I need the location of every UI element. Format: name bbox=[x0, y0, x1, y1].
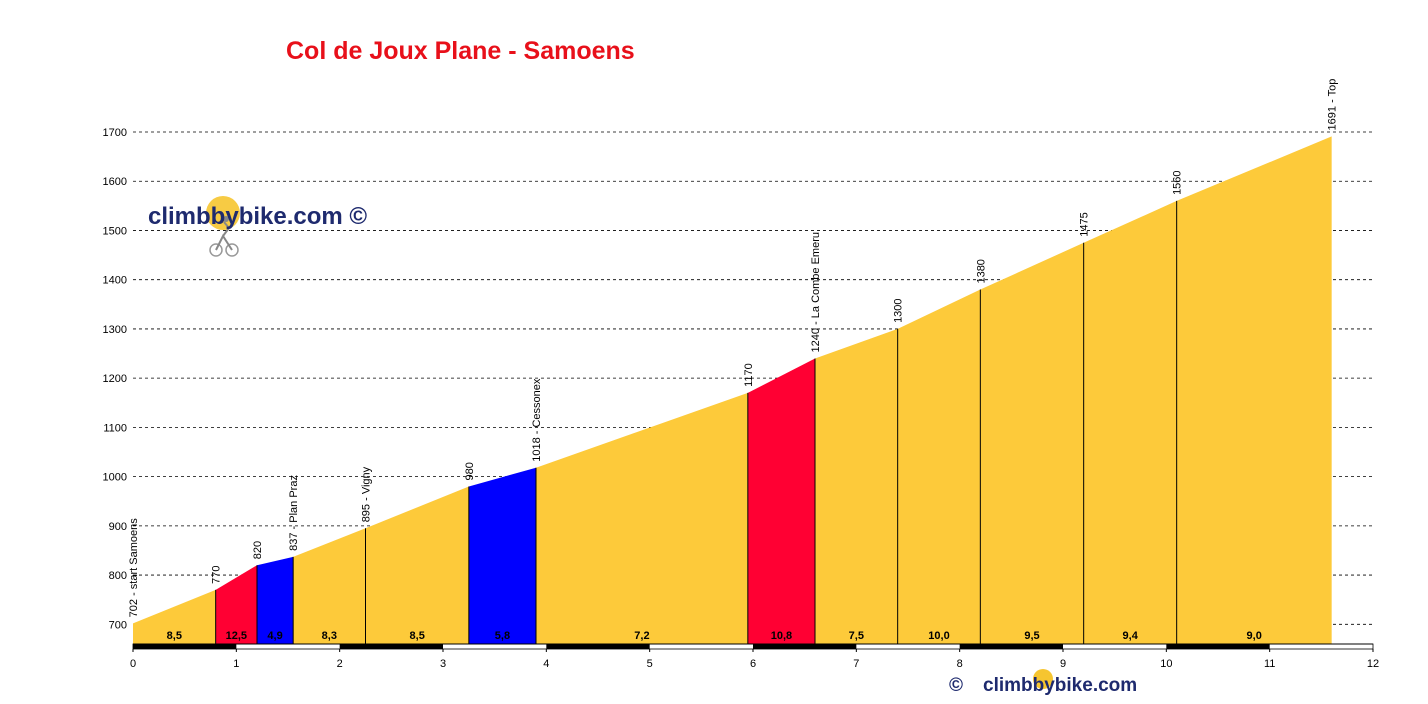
y-tick-label: 1600 bbox=[103, 176, 127, 188]
bottom-copyright: © bbox=[949, 675, 963, 696]
profile-segment bbox=[133, 589, 216, 644]
profile-segment bbox=[980, 242, 1084, 644]
segment-dividers bbox=[215, 200, 1178, 644]
top-logo-text: climbbybike.com © bbox=[148, 203, 367, 230]
gradient-label: 4,9 bbox=[267, 630, 282, 642]
x-tick-label: 1 bbox=[233, 658, 239, 670]
y-tick-label: 1200 bbox=[103, 373, 127, 385]
x-tick-label: 12 bbox=[1367, 658, 1379, 670]
cyclist-icon bbox=[1033, 669, 1053, 689]
gradient-label: 10,8 bbox=[771, 630, 792, 642]
profile-segments bbox=[133, 136, 1332, 644]
y-tick-label: 1100 bbox=[103, 422, 127, 434]
gradient-label: 10,0 bbox=[928, 630, 949, 642]
waypoint-label: 837 - Plan Praz bbox=[288, 475, 300, 551]
profile-segment bbox=[897, 289, 981, 644]
y-tick-label: 1400 bbox=[103, 275, 127, 287]
cyclist-icon bbox=[206, 196, 240, 257]
y-tick-label: 700 bbox=[109, 619, 127, 631]
profile-segment bbox=[293, 528, 366, 644]
gradient-label: 9,0 bbox=[1247, 630, 1262, 642]
gradient-label: 9,5 bbox=[1024, 630, 1039, 642]
x-tick-label: 4 bbox=[543, 658, 549, 670]
profile-segment bbox=[815, 328, 898, 644]
profile-segment bbox=[747, 358, 815, 644]
y-tick-label: 1300 bbox=[103, 324, 127, 336]
x-axis-bar-block bbox=[339, 644, 443, 649]
y-tick-label: 800 bbox=[109, 570, 127, 582]
x-tick-label: 10 bbox=[1160, 658, 1172, 670]
profile-segment bbox=[468, 467, 536, 644]
waypoint-label: 1560 bbox=[1172, 170, 1184, 194]
gradient-label: 8,3 bbox=[322, 630, 337, 642]
waypoint-label: 1691 - Top bbox=[1327, 79, 1339, 131]
bottom-logo: © climbbybike.com bbox=[949, 669, 1137, 696]
waypoint-label: 1018 - Cessonex bbox=[531, 378, 543, 462]
y-tick-label: 900 bbox=[109, 521, 127, 533]
waypoint-label: 820 bbox=[252, 541, 264, 559]
y-tick-label: 1500 bbox=[103, 225, 127, 237]
profile-segment bbox=[536, 392, 748, 644]
waypoint-label: 980 bbox=[464, 462, 476, 480]
gradient-label: 12,5 bbox=[226, 630, 247, 642]
waypoint-label: 770 bbox=[211, 565, 223, 583]
x-axis-bar-block bbox=[753, 644, 857, 649]
x-axis-bar-block bbox=[546, 644, 650, 649]
x-tick-label: 2 bbox=[337, 658, 343, 670]
profile-segment bbox=[257, 556, 294, 644]
x-tick-label: 3 bbox=[440, 658, 446, 670]
waypoint-label: 1300 bbox=[893, 298, 905, 322]
gradient-label: 8,5 bbox=[410, 630, 425, 642]
gradient-label: 5,8 bbox=[495, 630, 510, 642]
top-logo: climbbybike.com © bbox=[148, 196, 367, 257]
profile-segment bbox=[215, 565, 257, 644]
x-tick-label: 11 bbox=[1264, 658, 1275, 670]
bottom-logo-text: climbbybike.com bbox=[983, 675, 1137, 696]
x-tick-label: 6 bbox=[750, 658, 756, 670]
gradient-labels: 8,5 12,5 4,9 8,3 8,5 5,8 7,2 10,8 7,5 10,0 9,5 9,4 9… bbox=[167, 630, 1262, 642]
profile-segment bbox=[1083, 200, 1177, 644]
y-axis: 700 800 900 1000 1100 1200 1300 1400 1500 1600 170… bbox=[103, 127, 127, 631]
y-tick-label: 1000 bbox=[103, 472, 127, 484]
gradient-label: 9,4 bbox=[1123, 630, 1139, 642]
x-tick-label: 7 bbox=[853, 658, 859, 670]
gradient-label: 8,5 bbox=[167, 630, 182, 642]
gradient-label: 7,5 bbox=[849, 630, 864, 642]
x-axis-bar-block bbox=[133, 644, 237, 649]
x-tick-label: 8 bbox=[957, 658, 963, 670]
y-tick-label: 1700 bbox=[103, 127, 127, 139]
profile-segment bbox=[365, 486, 469, 644]
x-tick-label: 9 bbox=[1060, 658, 1066, 670]
gradient-label: 7,2 bbox=[634, 630, 649, 642]
waypoint-label: 1475 bbox=[1079, 212, 1091, 236]
waypoint-label: 1240 - La Combe Emeru bbox=[810, 232, 822, 352]
profile-segment bbox=[1176, 136, 1332, 644]
x-axis-bar-block bbox=[1166, 644, 1270, 649]
x-tick-label: 0 bbox=[130, 658, 136, 670]
waypoint-label: 895 - Vigny bbox=[361, 466, 373, 522]
waypoint-labels: 702 - start Samoens 770 820 837 - Plan Praz… bbox=[128, 79, 1339, 618]
waypoint-label: 1170 bbox=[743, 363, 755, 387]
chart-title: Col de Joux Plane - Samoens bbox=[286, 37, 635, 65]
x-axis: 0 1 2 3 4 5 6 7 8 9 10 11 12 bbox=[130, 643, 1379, 670]
x-axis-bar-block bbox=[959, 644, 1063, 649]
waypoint-label: 1380 bbox=[975, 259, 987, 283]
waypoint-label: 702 - start Samoens bbox=[128, 518, 140, 618]
x-tick-label: 5 bbox=[647, 658, 653, 670]
